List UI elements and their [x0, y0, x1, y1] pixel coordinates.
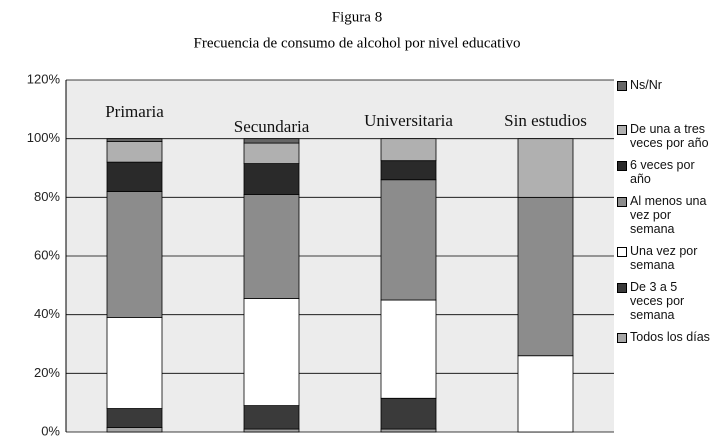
bar-segment: [517, 355, 574, 433]
bar-segment: [517, 138, 574, 198]
bar-segment: [106, 427, 163, 433]
legend-item: Todos los días: [617, 330, 713, 344]
bar-segment: [243, 142, 300, 164]
legend-label: 6 veces por año: [630, 158, 695, 186]
legend-label: Una vez por semana: [630, 244, 698, 272]
legend-swatch: [617, 283, 627, 293]
bar-segment: [380, 179, 437, 301]
bar-segment: [380, 397, 437, 430]
bar-segment: [243, 298, 300, 406]
y-tick-label: 80%: [34, 189, 60, 204]
y-tick-label: 60%: [34, 247, 60, 262]
y-tick-label: 40%: [34, 306, 60, 321]
legend-item: De una a tres veces por año: [617, 122, 713, 150]
category-label: Sin estudios: [504, 111, 587, 130]
bar-segment: [243, 138, 300, 144]
bar-segment: [106, 408, 163, 428]
legend-item: Una vez por semana: [617, 244, 713, 272]
legend-label: Al menos una vez por semana: [630, 194, 707, 236]
legend-label: Todos los días: [630, 330, 710, 344]
bar-segment: [243, 428, 300, 433]
bar-segment: [106, 138, 163, 143]
legend-item: Ns/Nr: [617, 78, 713, 92]
legend-item: 6 veces por año: [617, 158, 713, 186]
bar-segment: [106, 191, 163, 318]
legend-swatch: [617, 125, 627, 135]
bar-segment: [106, 141, 163, 163]
y-tick-label: 100%: [27, 130, 61, 145]
y-tick-label: 0%: [41, 423, 60, 438]
bar-segment: [380, 138, 437, 162]
chart-subtitle: Frecuencia de consumo de alcohol por niv…: [194, 35, 521, 51]
legend-swatch: [617, 81, 627, 91]
bar-segment: [517, 196, 574, 357]
legend: Ns/Nr De una a tres veces por año 6 veces …: [617, 78, 713, 352]
legend-label: Ns/Nr: [630, 78, 662, 92]
legend-item: Al menos una vez por semana: [617, 194, 713, 236]
y-tick-label: 120%: [27, 71, 61, 86]
legend-label: De 3 a 5 veces por semana: [630, 280, 685, 322]
legend-item: De 3 a 5 veces por semana: [617, 280, 713, 322]
category-label: Secundaria: [234, 117, 310, 136]
bar-segment: [106, 161, 163, 192]
bar-segment: [243, 193, 300, 299]
legend-label: De una a tres veces por año: [630, 122, 709, 150]
legend-swatch: [617, 197, 627, 207]
category-label: Universitaria: [364, 111, 453, 130]
legend-swatch: [617, 333, 627, 343]
category-label: Primaria: [105, 102, 164, 121]
legend-swatch: [617, 247, 627, 257]
chart-title: Figura 8: [332, 9, 382, 25]
bar-segment: [106, 317, 163, 409]
y-tick-label: 20%: [34, 365, 60, 380]
bar-segment: [380, 428, 437, 433]
bar-segment: [380, 299, 437, 399]
bar-segment: [243, 405, 300, 430]
bar-segment: [380, 160, 437, 181]
bar-segment: [243, 163, 300, 195]
legend-swatch: [617, 161, 627, 171]
